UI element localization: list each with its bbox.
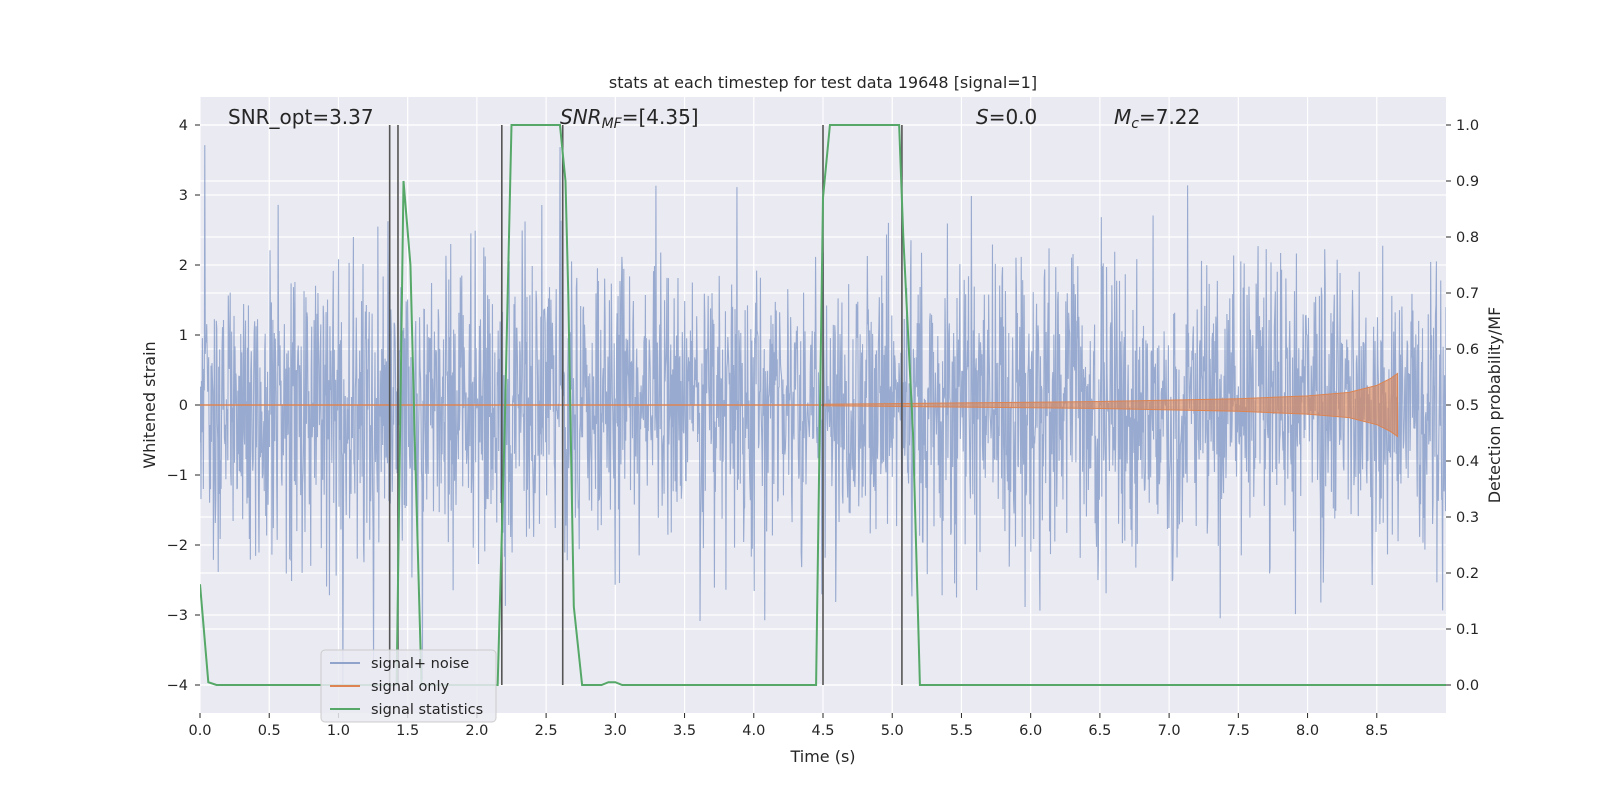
snr-mf-sub: MF	[602, 116, 623, 132]
annotation-s: S=0.0	[976, 105, 1037, 129]
x-tick-label-10: 5.0	[881, 723, 904, 739]
x-tick-label-2: 1.0	[327, 723, 350, 739]
y-axis-label: Whitened strain	[140, 341, 159, 468]
x-tick-label-4: 2.0	[465, 723, 488, 739]
legend-label-signal-only: signal only	[371, 679, 450, 695]
mc-sub: c	[1131, 116, 1139, 132]
y2-axis-label: Detection probability/MF	[1485, 307, 1504, 504]
annotation-snr-mf: SNRMF=[4.35]	[560, 105, 699, 132]
y2-tick-label-2: 0.8	[1456, 230, 1479, 246]
y-tick-label-8: −4	[167, 678, 188, 694]
y2-tick-label-9: 0.1	[1456, 622, 1479, 638]
x-tick-label-13: 6.5	[1088, 723, 1111, 739]
y2-tick-label-10: 0.0	[1456, 678, 1479, 694]
y2-tick-label-8: 0.2	[1456, 566, 1479, 582]
x-tick-label-8: 4.0	[742, 723, 765, 739]
series-signal-only	[200, 372, 1399, 438]
x-axis-label: Time (s)	[789, 747, 855, 766]
y-tick-label-5: −1	[167, 468, 188, 484]
mc-value: =7.22	[1139, 105, 1200, 129]
chart-title: stats at each timestep for test data 196…	[609, 73, 1037, 92]
annotation-snr-opt: SNR_opt=3.37	[228, 105, 374, 129]
y-axis-ticks: 4 3 2 1 0 −1 −2 −3 −4	[167, 118, 200, 694]
y2-tick-label-1: 0.9	[1456, 174, 1479, 190]
y-tick-label-6: −2	[167, 538, 188, 554]
series-signal-statistics	[200, 124, 1446, 686]
x-tick-label-1: 0.5	[258, 723, 281, 739]
x-tick-label-16: 8.0	[1296, 723, 1319, 739]
x-axis-ticks: 0.0 0.5 1.0 1.5 2.0 2.5 3.0 3.5 4.0 4.5 5.0 5.5 6.0 6…	[188, 713, 1388, 739]
y2-tick-label-3: 0.7	[1456, 286, 1479, 302]
x-tick-label-14: 7.0	[1158, 723, 1181, 739]
legend-label-signal-statistics: signal statistics	[371, 702, 483, 718]
y-tick-label-0: 4	[179, 118, 188, 134]
x-tick-label-7: 3.5	[673, 723, 696, 739]
y2-axis-ticks: 1.0 0.9 0.8 0.7 0.6 0.5 0.4 0.3 0.2 0.1 0.0	[1446, 118, 1479, 694]
mc-main: M	[1114, 105, 1131, 129]
y2-tick-label-7: 0.3	[1456, 510, 1479, 526]
y2-tick-label-0: 1.0	[1456, 118, 1479, 134]
x-tick-label-12: 6.0	[1019, 723, 1042, 739]
y2-tick-label-5: 0.5	[1456, 398, 1479, 414]
y2-tick-label-6: 0.4	[1456, 454, 1479, 470]
legend-label-signal-noise: signal+ noise	[371, 656, 469, 672]
x-tick-label-17: 8.5	[1365, 723, 1388, 739]
x-tick-label-3: 1.5	[396, 723, 419, 739]
snr-mf-value: =[4.35]	[622, 105, 699, 129]
snr-mf-main: SNR	[560, 105, 602, 129]
x-tick-label-9: 4.5	[811, 723, 834, 739]
annotation-mc: Mc=7.22	[1114, 105, 1200, 132]
y-tick-label-2: 2	[179, 258, 188, 274]
y2-tick-label-4: 0.6	[1456, 342, 1479, 358]
y-tick-label-3: 1	[179, 328, 188, 344]
s-value: =0.0	[989, 105, 1038, 129]
y-tick-label-7: −3	[167, 608, 188, 624]
x-tick-label-11: 5.5	[950, 723, 973, 739]
x-tick-label-5: 2.5	[535, 723, 558, 739]
s-main: S	[976, 105, 989, 129]
x-tick-label-0: 0.0	[188, 723, 211, 739]
legend: signal+ noise signal only signal statist…	[320, 649, 497, 723]
y-tick-label-1: 3	[179, 188, 188, 204]
x-tick-label-15: 7.5	[1227, 723, 1250, 739]
x-tick-label-6: 3.0	[604, 723, 627, 739]
signal-statistics-line	[200, 124, 1446, 686]
legend-box	[320, 649, 497, 723]
y-tick-label-4: 0	[179, 398, 188, 414]
signal-only-envelope	[822, 372, 1399, 438]
